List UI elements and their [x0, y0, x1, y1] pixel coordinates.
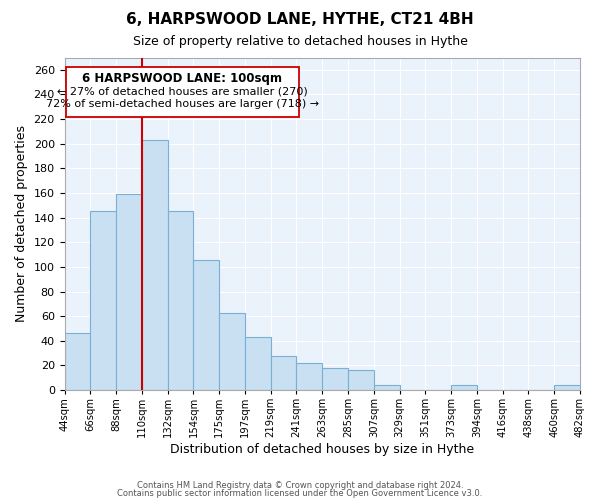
Text: 6 HARPSWOOD LANE: 100sqm: 6 HARPSWOOD LANE: 100sqm — [82, 72, 283, 85]
Text: 6, HARPSWOOD LANE, HYTHE, CT21 4BH: 6, HARPSWOOD LANE, HYTHE, CT21 4BH — [126, 12, 474, 28]
Bar — [296, 363, 322, 390]
Bar — [322, 368, 348, 390]
Text: Size of property relative to detached houses in Hythe: Size of property relative to detached ho… — [133, 35, 467, 48]
Text: ← 27% of detached houses are smaller (270): ← 27% of detached houses are smaller (27… — [57, 87, 308, 97]
Bar — [193, 260, 219, 390]
Bar — [142, 140, 167, 390]
Bar — [91, 212, 116, 390]
FancyBboxPatch shape — [66, 68, 299, 116]
Text: 72% of semi-detached houses are larger (718) →: 72% of semi-detached houses are larger (… — [46, 100, 319, 110]
Text: Contains HM Land Registry data © Crown copyright and database right 2024.: Contains HM Land Registry data © Crown c… — [137, 481, 463, 490]
Bar — [554, 385, 580, 390]
Text: Contains public sector information licensed under the Open Government Licence v3: Contains public sector information licen… — [118, 489, 482, 498]
Y-axis label: Number of detached properties: Number of detached properties — [15, 126, 28, 322]
Bar — [167, 212, 193, 390]
Bar — [451, 385, 477, 390]
Bar — [271, 356, 296, 390]
Bar — [65, 334, 91, 390]
Bar — [245, 337, 271, 390]
Bar — [219, 312, 245, 390]
X-axis label: Distribution of detached houses by size in Hythe: Distribution of detached houses by size … — [170, 443, 475, 456]
Bar — [374, 385, 400, 390]
Bar — [348, 370, 374, 390]
Bar — [116, 194, 142, 390]
